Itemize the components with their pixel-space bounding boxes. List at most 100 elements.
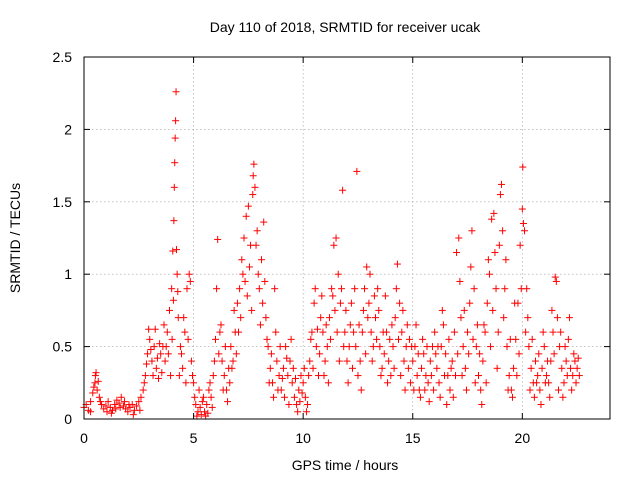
data-point bbox=[148, 357, 156, 365]
data-point bbox=[427, 372, 435, 380]
data-point bbox=[265, 379, 273, 387]
data-point bbox=[558, 364, 566, 372]
data-point bbox=[546, 393, 554, 401]
data-point bbox=[503, 343, 511, 351]
data-point bbox=[291, 374, 299, 382]
data-point bbox=[515, 350, 523, 358]
data-point bbox=[346, 321, 354, 329]
data-point bbox=[393, 260, 401, 268]
data-point bbox=[498, 180, 506, 188]
data-point bbox=[572, 379, 580, 387]
chart-title: Day 110 of 2018, SRMTID for receiver uca… bbox=[210, 19, 482, 35]
data-point bbox=[102, 402, 110, 410]
data-point bbox=[136, 406, 144, 414]
data-point bbox=[164, 350, 172, 358]
data-point bbox=[133, 402, 141, 410]
data-point bbox=[366, 270, 374, 278]
y-axis-label: SRMTID / TECUs bbox=[7, 183, 23, 293]
data-point bbox=[379, 328, 387, 336]
data-point bbox=[494, 328, 502, 336]
data-point bbox=[358, 328, 366, 336]
data-point bbox=[139, 386, 147, 394]
data-point bbox=[87, 398, 95, 406]
data-point bbox=[219, 386, 227, 394]
data-point bbox=[418, 364, 426, 372]
data-point bbox=[181, 328, 189, 336]
data-point bbox=[328, 285, 336, 293]
data-point bbox=[499, 227, 507, 235]
data-point bbox=[294, 408, 302, 416]
data-point bbox=[297, 372, 305, 380]
data-point bbox=[363, 263, 371, 271]
data-point bbox=[387, 372, 395, 380]
data-point bbox=[562, 357, 570, 365]
data-point bbox=[295, 386, 303, 394]
data-point bbox=[129, 411, 137, 419]
data-point bbox=[454, 350, 462, 358]
data-point bbox=[354, 372, 362, 380]
x-tick-label: 15 bbox=[405, 430, 421, 446]
data-point bbox=[538, 364, 546, 372]
data-point bbox=[162, 343, 170, 351]
data-point bbox=[203, 401, 211, 409]
data-point bbox=[317, 314, 325, 322]
data-point bbox=[506, 335, 514, 343]
data-point bbox=[405, 335, 413, 343]
data-point bbox=[152, 364, 160, 372]
data-point bbox=[158, 369, 166, 377]
data-point bbox=[470, 285, 478, 293]
data-point bbox=[557, 328, 565, 336]
data-point bbox=[183, 285, 191, 293]
data-point bbox=[220, 372, 228, 380]
data-point bbox=[391, 314, 399, 322]
data-point bbox=[492, 285, 500, 293]
data-point bbox=[544, 357, 552, 365]
data-point bbox=[193, 412, 201, 420]
data-point bbox=[505, 372, 513, 380]
data-point bbox=[473, 321, 481, 329]
data-point bbox=[91, 372, 99, 380]
data-point bbox=[519, 163, 527, 171]
data-point bbox=[488, 215, 496, 223]
data-point bbox=[250, 160, 258, 168]
data-point bbox=[495, 241, 503, 249]
data-point bbox=[243, 292, 251, 300]
data-point bbox=[487, 343, 495, 351]
data-point bbox=[484, 256, 492, 264]
data-point bbox=[341, 328, 349, 336]
data-point bbox=[224, 398, 232, 406]
data-point bbox=[285, 401, 293, 409]
data-point bbox=[302, 408, 310, 416]
data-point bbox=[318, 292, 326, 300]
data-point bbox=[540, 343, 548, 351]
data-point bbox=[426, 357, 434, 365]
data-point bbox=[232, 350, 240, 358]
data-point bbox=[92, 369, 100, 377]
data-point bbox=[357, 386, 365, 394]
data-point bbox=[174, 288, 182, 296]
data-point bbox=[168, 335, 176, 343]
data-point bbox=[140, 379, 148, 387]
data-point bbox=[170, 217, 178, 225]
data-point bbox=[215, 350, 223, 358]
data-point bbox=[208, 403, 216, 411]
data-point bbox=[207, 393, 215, 401]
data-point bbox=[455, 234, 463, 242]
data-point bbox=[445, 335, 453, 343]
data-point bbox=[389, 343, 397, 351]
data-point bbox=[196, 403, 204, 411]
data-point bbox=[228, 364, 236, 372]
data-point bbox=[374, 285, 382, 293]
data-point bbox=[121, 398, 129, 406]
data-point bbox=[373, 335, 381, 343]
data-point bbox=[212, 335, 219, 343]
data-point bbox=[456, 277, 464, 285]
data-point bbox=[307, 335, 315, 343]
data-point bbox=[288, 379, 296, 387]
data-point bbox=[267, 350, 275, 358]
data-point bbox=[471, 379, 479, 387]
data-point bbox=[221, 343, 229, 351]
x-axis-label: GPS time / hours bbox=[292, 457, 399, 473]
data-point bbox=[423, 343, 431, 351]
data-point bbox=[245, 263, 253, 271]
